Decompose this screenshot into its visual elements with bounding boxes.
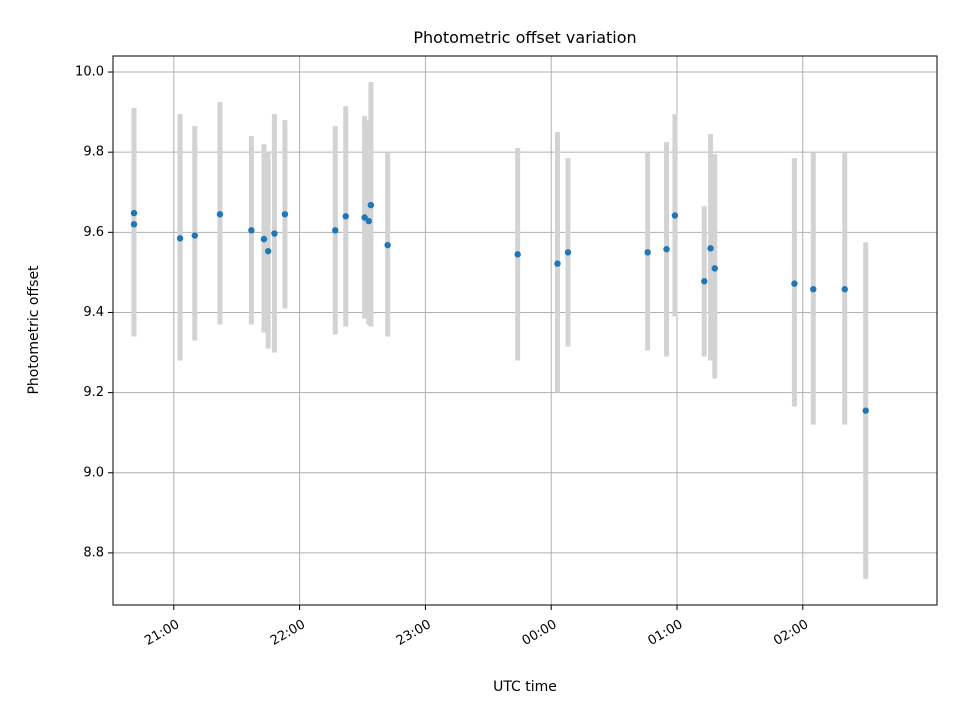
y-tick-label: 9.2 bbox=[83, 385, 104, 400]
y-tick-label: 10.0 bbox=[75, 65, 104, 80]
data-point bbox=[514, 251, 521, 258]
chart-title: Photometric offset variation bbox=[413, 28, 636, 47]
data-point bbox=[810, 286, 817, 293]
data-point bbox=[384, 241, 391, 249]
data-point bbox=[260, 235, 268, 243]
data-points bbox=[130, 201, 869, 414]
data-point bbox=[564, 249, 572, 256]
data-point bbox=[707, 245, 714, 252]
data-point bbox=[281, 211, 289, 218]
data-point bbox=[841, 286, 848, 293]
data-point bbox=[130, 209, 138, 217]
data-point bbox=[367, 201, 375, 209]
x-axis-label: UTC time bbox=[493, 679, 557, 695]
data-point bbox=[663, 245, 670, 253]
y-tick-label: 9.8 bbox=[83, 145, 104, 160]
data-point bbox=[711, 265, 718, 272]
data-point bbox=[554, 260, 561, 267]
data-point bbox=[332, 227, 339, 234]
data-point bbox=[342, 213, 349, 220]
data-point bbox=[264, 247, 272, 255]
y-tick-label: 8.8 bbox=[83, 545, 104, 560]
data-point bbox=[701, 278, 708, 285]
data-point bbox=[365, 217, 372, 225]
y-tick-label: 9.4 bbox=[83, 305, 104, 320]
data-point bbox=[176, 235, 184, 242]
data-point bbox=[644, 249, 651, 256]
data-point bbox=[671, 212, 679, 219]
y-tick-label: 9.0 bbox=[83, 465, 104, 480]
y-axis-label: Photometric offset bbox=[26, 265, 42, 395]
data-point bbox=[248, 227, 255, 234]
data-point bbox=[130, 221, 138, 228]
data-point bbox=[216, 211, 224, 218]
data-point bbox=[191, 232, 198, 239]
data-point bbox=[271, 230, 278, 237]
data-point bbox=[361, 214, 368, 221]
y-tick-label: 9.6 bbox=[83, 225, 104, 240]
y-axis-ticks: 8.8 9.0 9.2 9.4 9.6 9.8 10.0 bbox=[75, 65, 113, 560]
plot-area-frame bbox=[112, 55, 938, 606]
data-point bbox=[862, 407, 869, 414]
data-point bbox=[791, 280, 798, 287]
